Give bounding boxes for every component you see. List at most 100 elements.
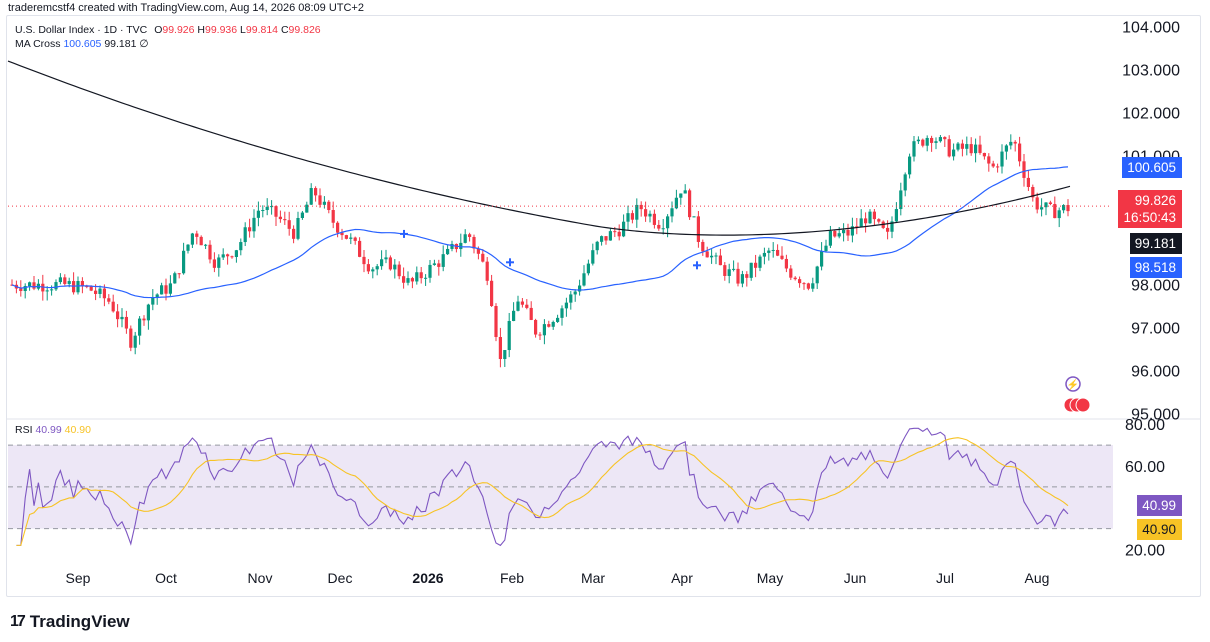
time-axis-tick: Mar (581, 570, 605, 586)
candle-body (283, 219, 287, 221)
candle-body (674, 197, 678, 209)
candle-body (683, 190, 687, 194)
lightning-event-icon (1065, 376, 1081, 392)
candle-body (349, 237, 353, 239)
candle-body (679, 193, 683, 198)
ohlc-open: 99.926 (162, 24, 195, 36)
candle-body (886, 227, 890, 232)
candle-body (102, 288, 106, 299)
candle-body (688, 190, 692, 218)
candle-body (23, 286, 27, 292)
candle-body (789, 268, 793, 278)
symbol-legend[interactable]: U.S. Dollar Index · 1D · TVC O99.926 H99… (15, 24, 321, 36)
candle-body (129, 328, 133, 348)
candle-body (476, 248, 480, 254)
candle-body (424, 277, 428, 279)
candle-body (846, 229, 850, 236)
countdown-label: 16:50:43 (1123, 210, 1176, 225)
rsi-badge: 40.99 (1137, 495, 1182, 516)
candle-body (626, 213, 630, 222)
candle-body (340, 232, 344, 236)
time-axis-tick: May (757, 570, 783, 586)
candle-body (1031, 187, 1035, 198)
candle-body (419, 272, 423, 279)
candle-body (80, 281, 84, 287)
candle-body (239, 242, 243, 251)
candle-body (58, 277, 62, 283)
price-axis-tick: 104.000 (1122, 20, 1180, 37)
rsi-label: RSI (15, 424, 33, 436)
candle-body (916, 139, 920, 142)
candle-body (569, 294, 573, 303)
candle-body (657, 224, 661, 229)
candle-body (529, 307, 533, 320)
candle-body (1057, 210, 1061, 219)
candle-body (780, 255, 784, 259)
candle-body (120, 316, 124, 320)
candle-body (248, 227, 252, 232)
us-flag-event-icon (1075, 397, 1091, 413)
candle-body (375, 266, 379, 270)
candle-body (432, 263, 436, 265)
rsi-line (16, 427, 1069, 547)
candle-body (463, 234, 467, 243)
candle-body (261, 210, 265, 212)
candle-body (195, 233, 199, 237)
candle-body (820, 251, 824, 267)
candle-body (696, 216, 700, 242)
candle-body (428, 264, 432, 278)
candle-body (168, 283, 172, 294)
candle-body (212, 259, 216, 268)
ohlc-open-label: O (154, 24, 163, 36)
candle-body (952, 149, 956, 157)
candle-body (393, 264, 397, 270)
tradingview-logo[interactable]: 17 TradingView (10, 612, 130, 632)
candle-body (190, 233, 194, 245)
candle-body (314, 188, 318, 196)
candle-body (930, 137, 934, 143)
candle-body (146, 304, 150, 321)
candle-body (525, 304, 529, 308)
ohlc-close: 99.826 (288, 24, 321, 36)
ma-cross-marker (506, 258, 514, 267)
candle-body (116, 311, 120, 320)
candle-body (912, 141, 916, 157)
candle-body (85, 286, 89, 288)
candle-body (600, 236, 604, 242)
candle-body (1009, 141, 1013, 146)
candle-body (182, 250, 186, 274)
candle-body (855, 226, 859, 228)
candle-body (921, 139, 925, 146)
candle-body (278, 216, 282, 220)
candle-body (243, 227, 247, 243)
candle-body (652, 213, 656, 225)
candle-body (740, 274, 744, 284)
candle-body (956, 143, 960, 150)
ohlc-high: 99.936 (205, 24, 238, 36)
candle-body (762, 252, 766, 257)
candle-body (208, 244, 212, 260)
candle-body (670, 208, 674, 217)
candle-body (230, 256, 234, 258)
candle-body (824, 245, 828, 252)
candle-body (98, 288, 102, 294)
candle-body (793, 277, 797, 280)
ma-cross-legend[interactable]: MA Cross 100.605 99.181 ∅ (15, 38, 149, 50)
time-axis-tick: Nov (248, 570, 273, 586)
candle-body (890, 221, 894, 232)
candle-body (591, 250, 595, 264)
candle-body (613, 231, 617, 233)
candle-body (947, 139, 951, 157)
lightning-event-glyph: ⚡ (1067, 378, 1079, 391)
candle-body (186, 244, 190, 251)
chart-frame (6, 15, 1201, 597)
candle-body (996, 166, 1000, 168)
candle-body (89, 286, 93, 291)
candle-body (32, 282, 36, 289)
candle-body (630, 213, 634, 220)
price-axis-tick: 97.000 (1131, 321, 1180, 338)
rsi-legend[interactable]: RSI 40.99 40.90 (15, 424, 91, 436)
candle-body (828, 230, 832, 246)
candle-body (155, 294, 159, 298)
